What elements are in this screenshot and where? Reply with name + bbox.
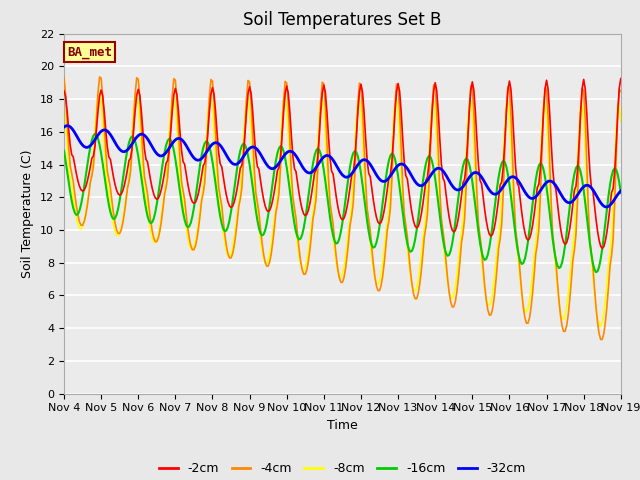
Text: BA_met: BA_met [67,46,112,59]
Y-axis label: Soil Temperature (C): Soil Temperature (C) [22,149,35,278]
Title: Soil Temperatures Set B: Soil Temperatures Set B [243,11,442,29]
Legend: -2cm, -4cm, -8cm, -16cm, -32cm: -2cm, -4cm, -8cm, -16cm, -32cm [154,457,531,480]
X-axis label: Time: Time [327,419,358,432]
